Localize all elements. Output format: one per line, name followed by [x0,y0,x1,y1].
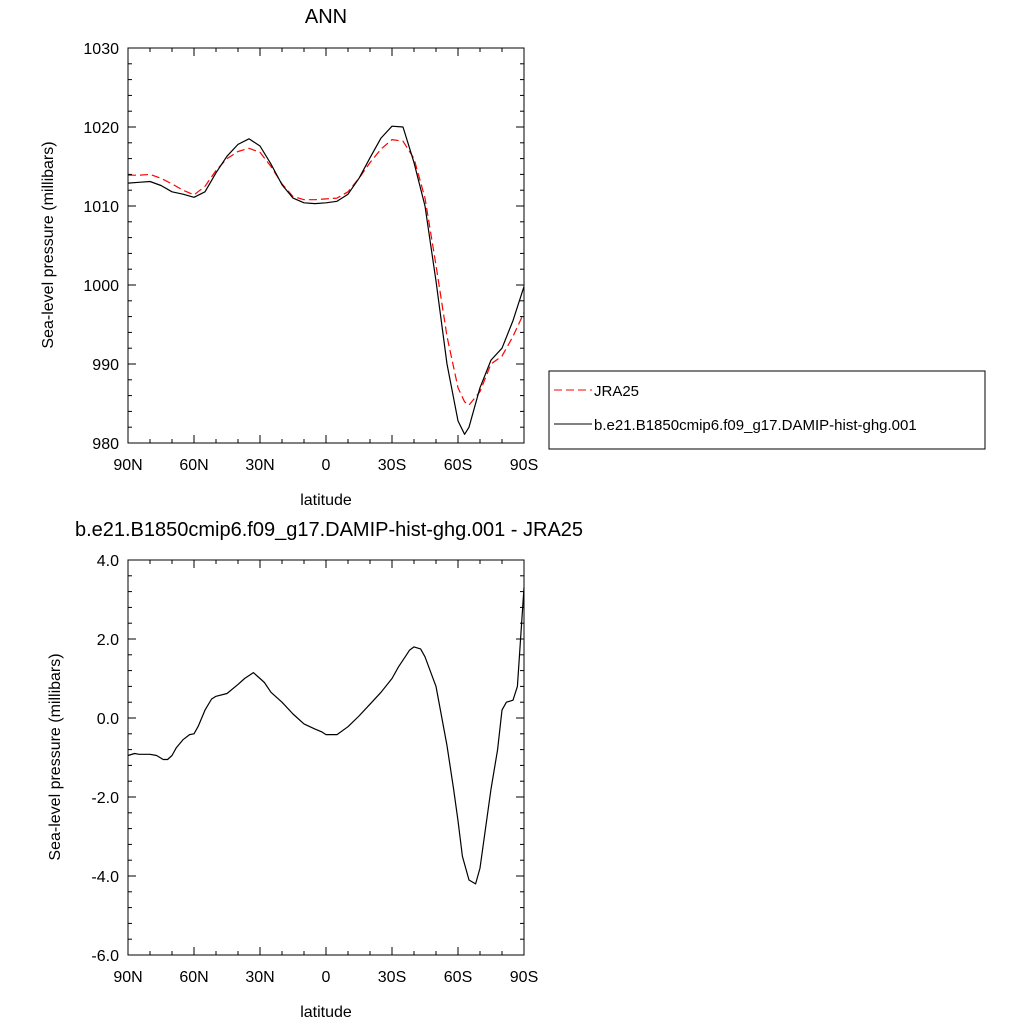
bottom-x-axis-label: latitude [300,1004,352,1021]
legend-label-jra25: JRA25 [594,383,639,400]
legend-box [548,370,986,450]
top-series-line-0 [128,139,525,406]
legend: JRA25 b.e21.B1850cmip6.f09_g17.DAMIP-his… [548,370,986,450]
top-y-tick-label: 1030 [83,41,119,58]
bottom-x-tick-label: 0 [322,969,331,986]
bottom-x-tick-label: 60N [179,969,208,986]
bottom-y-tick-label: -4.0 [91,869,119,886]
top-y-tick-label: 980 [92,436,119,453]
bottom-y-tick-label: -2.0 [91,790,119,807]
bottom-y-axis-label: Sea-level pressure (millibars) [47,653,64,860]
top-x-tick-label: 90S [510,457,538,474]
top-x-tick-label: 30N [245,457,274,474]
top-x-tick-label: 0 [322,457,331,474]
top-y-axis-label: Sea-level pressure (millibars) [40,141,57,348]
legend-label-model: b.e21.B1850cmip6.f09_g17.DAMIP-hist-ghg.… [594,417,917,434]
top-chart-title: ANN [305,6,347,28]
bottom-x-tick-label: 90S [510,969,538,986]
top-y-tick-label: 1000 [83,278,119,295]
top-x-tick-label: 90N [113,457,142,474]
top-y-tick-label: 1020 [83,120,119,137]
bottom-x-tick-label: 60S [444,969,472,986]
top-chart: ANN 90N 60N 30N 0 30S 60S 90S 980 990 1000 1010 102… [40,6,538,509]
top-y-tick-label: 990 [92,357,119,374]
top-x-tick-label: 60N [179,457,208,474]
bottom-y-tick-label: 2.0 [97,632,119,649]
top-x-tick-label: 60S [444,457,472,474]
top-series-line-1 [127,125,525,435]
bottom-x-tick-label: 30N [245,969,274,986]
bottom-x-tick-label: 90N [113,969,142,986]
bottom-y-tick-label: 0.0 [97,711,119,728]
top-x-tick-label: 30S [378,457,406,474]
bottom-plot-frame [127,559,525,956]
bottom-chart: b.e21.B1850cmip6.f09_g17.DAMIP-hist-ghg.… [47,519,583,1021]
bottom-y-tick-label: -6.0 [91,948,119,965]
bottom-y-tick-label: 4.0 [97,553,119,570]
bottom-series-line-0 [127,587,525,885]
bottom-x-tick-label: 30S [378,969,406,986]
top-plot-frame [127,47,525,444]
top-x-axis-label: latitude [300,492,352,509]
bottom-chart-title: b.e21.B1850cmip6.f09_g17.DAMIP-hist-ghg.… [75,519,583,541]
top-y-tick-label: 1010 [83,199,119,216]
